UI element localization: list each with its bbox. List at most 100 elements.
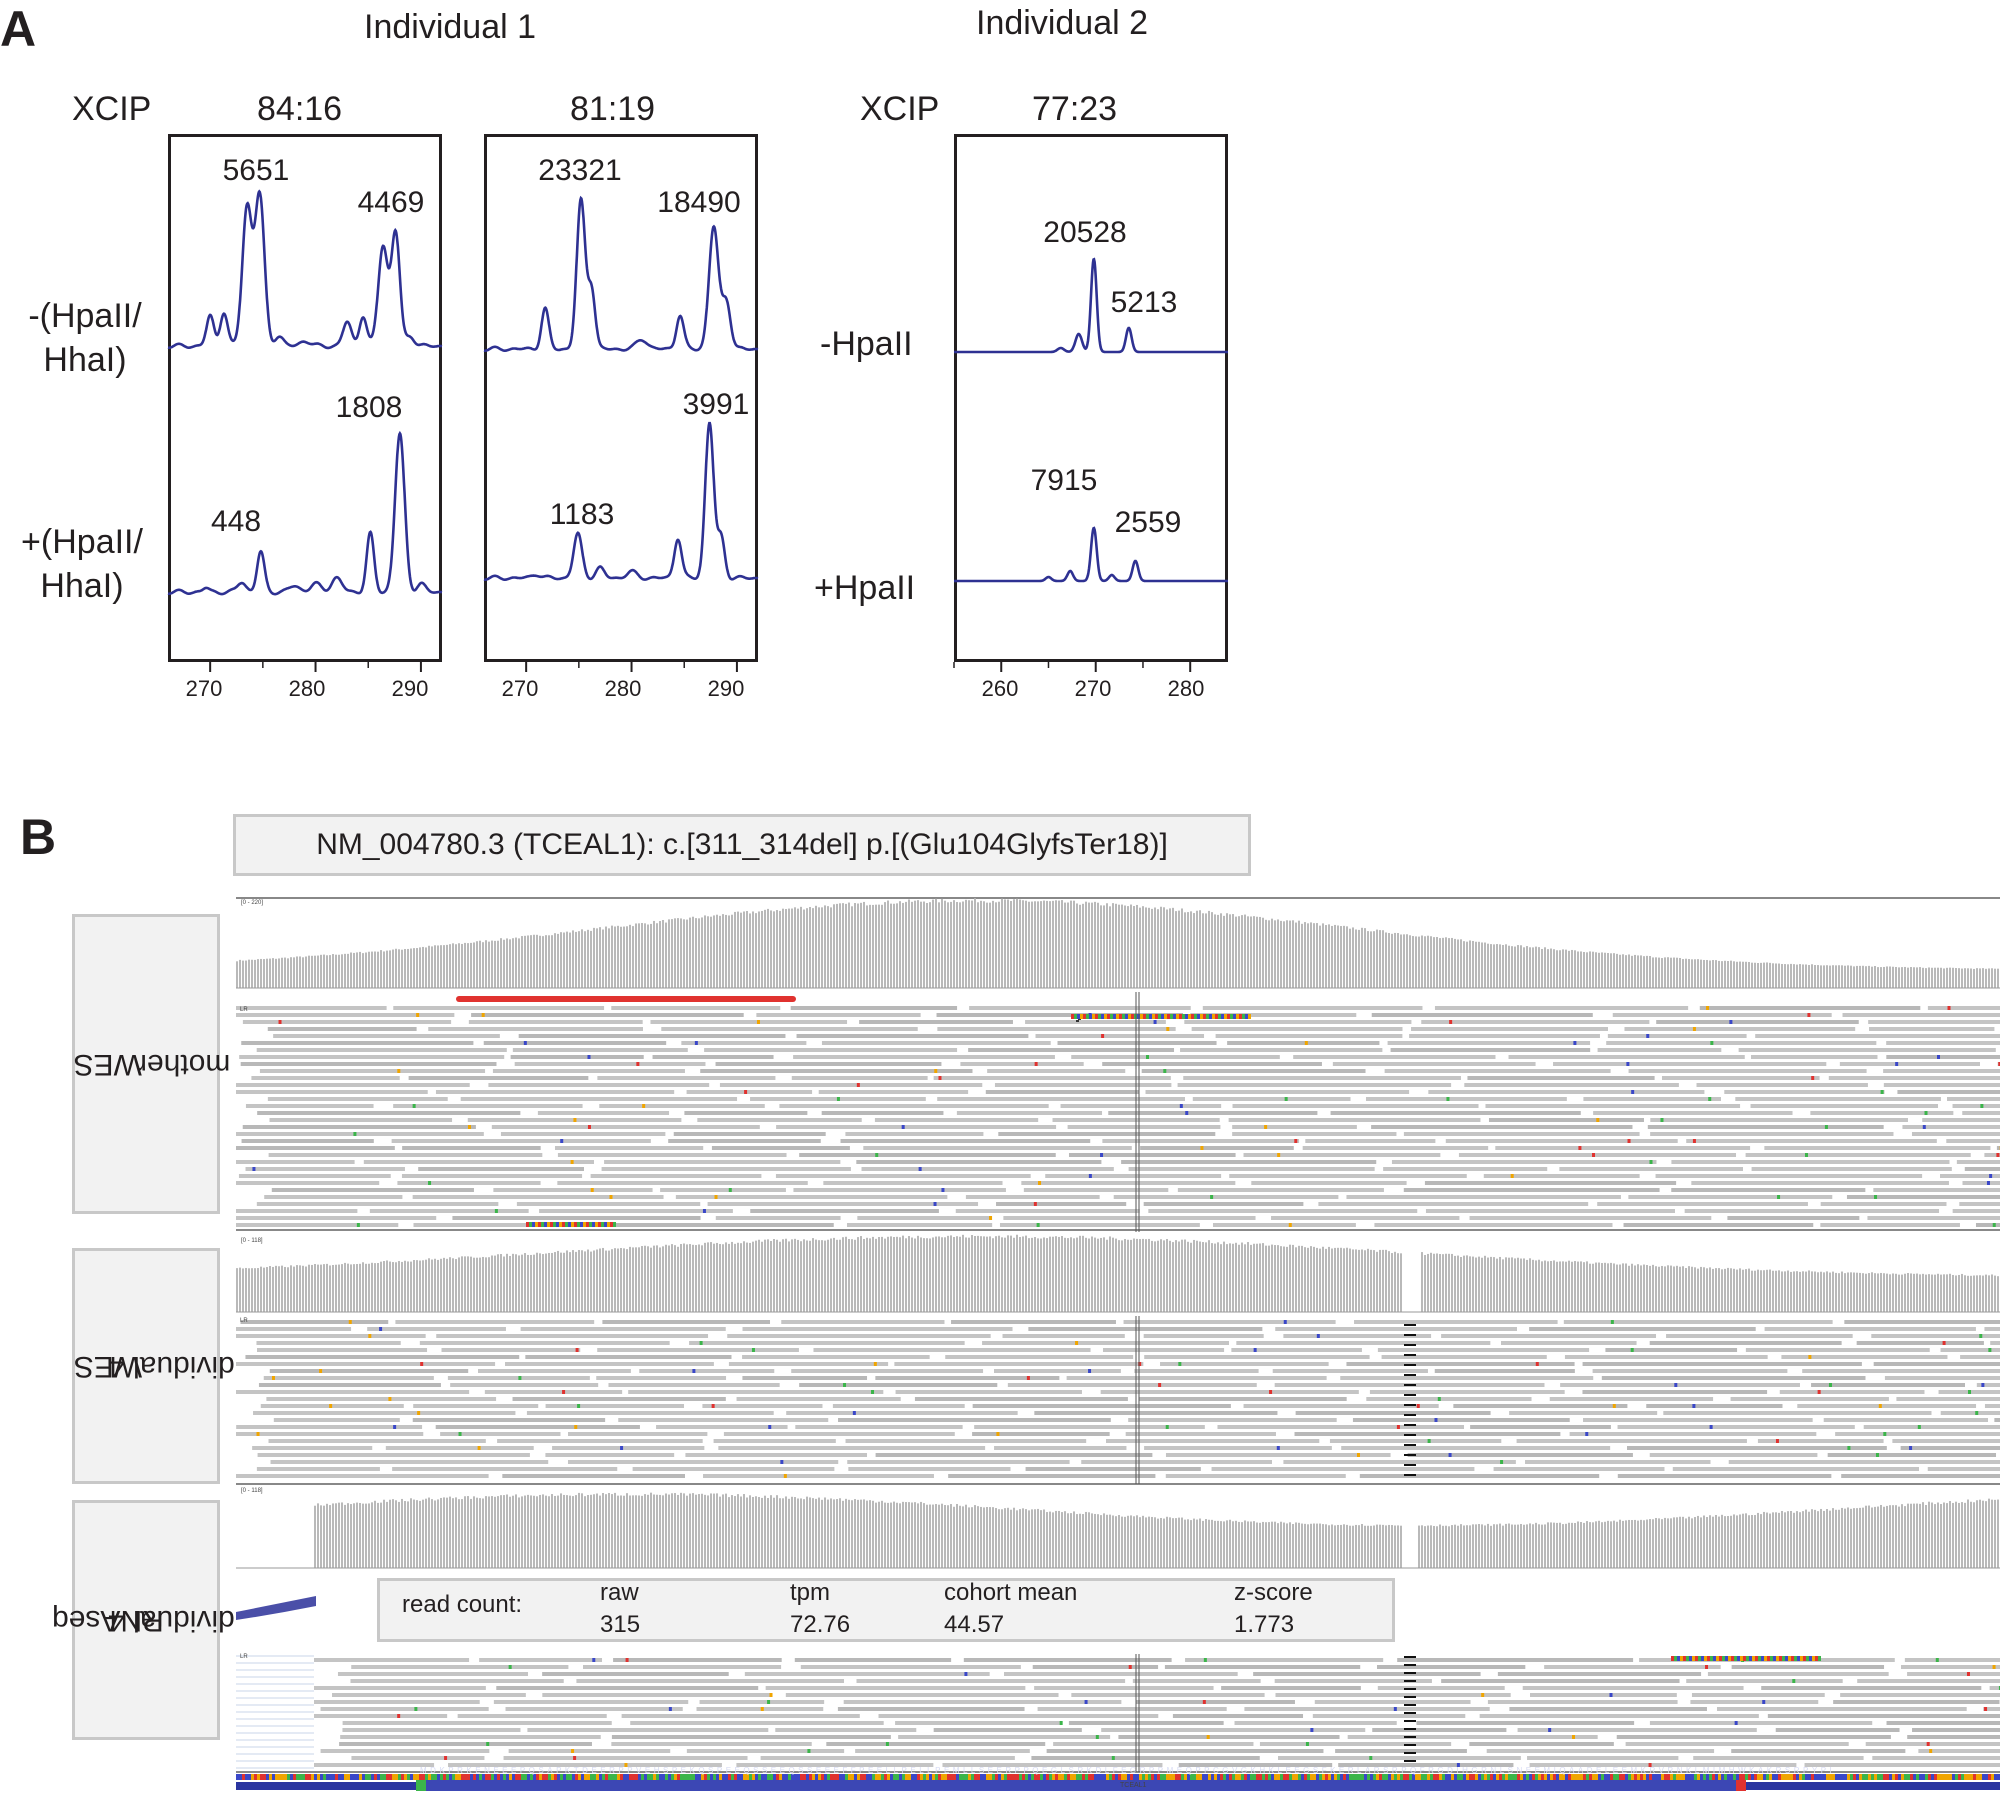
aligned-read: [1002, 1334, 1125, 1338]
reference-base: [533, 1774, 536, 1780]
coverage-bar: [1664, 1517, 1666, 1568]
mismatch-mark: [1416, 1404, 1420, 1408]
mismatch-mark: [1874, 1195, 1878, 1199]
reference-base: [1655, 1774, 1658, 1780]
aligned-read: [539, 1209, 733, 1213]
coverage-bar: [1235, 1242, 1237, 1312]
coverage-bar: [1364, 928, 1366, 988]
coverage-bar: [1694, 1517, 1696, 1568]
coverage-bar: [668, 1494, 670, 1568]
coverage-bar: [1190, 911, 1192, 988]
aligned-read: [1180, 1048, 1383, 1052]
mismatch-mark: [592, 1658, 596, 1662]
coverage-bar: [602, 1247, 604, 1312]
mismatch-mark: [1075, 1341, 1079, 1345]
mismatch-mark: [356, 1223, 360, 1227]
mismatch-mark: [1929, 1749, 1933, 1753]
coverage-bar: [1133, 1516, 1135, 1568]
coverage-bar: [1259, 1243, 1261, 1312]
reference-base: [680, 1774, 683, 1780]
coverage-bar: [1289, 1522, 1291, 1568]
reference-base: [1556, 1774, 1559, 1780]
mismatch-mark: [1140, 1014, 1143, 1019]
aligned-read: [1424, 1181, 1677, 1185]
aligned-read: [845, 1132, 984, 1136]
coverage-bar: [902, 902, 904, 988]
coverage-bar: [1724, 960, 1726, 988]
reference-base: [1970, 1774, 1973, 1780]
aligned-read: [955, 1209, 1140, 1213]
reference-base: [1394, 1774, 1397, 1780]
coverage-bar: [1169, 908, 1171, 988]
mismatch-mark: [702, 1209, 706, 1213]
coverage-bar: [1820, 965, 1822, 988]
aligned-read: [269, 1118, 453, 1122]
coverage-bar: [401, 1261, 403, 1312]
coverage-bar: [1367, 1248, 1369, 1312]
coverage-bar: [683, 919, 685, 988]
coverage-bar: [692, 916, 694, 988]
coverage-bar: [365, 1263, 367, 1312]
reference-base: [1877, 1774, 1880, 1780]
aligned-read: [736, 1763, 934, 1767]
coverage-bar: [761, 1241, 763, 1312]
aligned-read: [257, 1111, 521, 1115]
mismatch-mark: [529, 1222, 532, 1227]
coverage-bar: [581, 1493, 583, 1568]
coverage-bar: [1301, 1245, 1303, 1312]
mismatch-mark: [1803, 1656, 1806, 1661]
reference-base: [503, 1774, 506, 1780]
aligned-read: [1846, 1195, 2000, 1199]
coverage-bar: [650, 1492, 652, 1568]
reference-base: [590, 1774, 593, 1780]
coverage-bar: [1112, 1515, 1114, 1568]
coverage-bar: [1469, 940, 1471, 988]
reference-base: [599, 1774, 602, 1780]
reference-base: [1100, 1774, 1103, 1780]
coverage-bar: [1667, 1265, 1669, 1312]
x-tick-label: 270: [501, 676, 539, 701]
coverage-bar: [1529, 1523, 1531, 1568]
coverage-bar: [1577, 1521, 1579, 1568]
row-label-minus-ind2: -HpaII: [820, 325, 913, 363]
coverage-bar: [695, 1494, 697, 1568]
mismatch-mark: [397, 1069, 401, 1073]
aligned-read: [236, 1474, 489, 1478]
coverage-bar: [524, 1253, 526, 1312]
coverage-bar: [1565, 949, 1567, 988]
coverage-bar: [1103, 1513, 1105, 1568]
coverage-bar: [296, 1265, 298, 1312]
coverage-bar: [1046, 1238, 1048, 1312]
coverage-bar: [1430, 1525, 1432, 1568]
coverage-bar: [308, 1264, 310, 1312]
coverage-bar: [620, 1247, 622, 1312]
coverage-bar: [1736, 1269, 1738, 1312]
aligned-read: [492, 1069, 685, 1073]
coverage-bar: [347, 1263, 349, 1312]
coverage-bar: [1160, 1239, 1162, 1312]
coverage-bar: [716, 1493, 718, 1568]
reference-base: [1907, 1774, 1910, 1780]
aligned-read: [818, 1090, 969, 1094]
coverage-bar: [1907, 1503, 1909, 1568]
reference-base: [428, 1774, 431, 1780]
aligned-read: [1947, 1097, 2000, 1101]
coverage-bar: [422, 1499, 424, 1568]
reference-base: [1376, 1774, 1379, 1780]
coverage-bar: [569, 1495, 571, 1568]
coverage-bar: [1814, 965, 1816, 988]
coverage-bar: [587, 1249, 589, 1312]
trace-line: [167, 189, 443, 350]
coverage-bar: [1745, 1269, 1747, 1312]
coverage-bar: [599, 1495, 601, 1568]
mismatch-mark: [256, 1432, 260, 1436]
mismatch-mark: [1989, 1174, 1993, 1178]
reference-base: [338, 1774, 341, 1780]
coverage-bar: [428, 1258, 430, 1312]
reference-base: [236, 1774, 239, 1780]
coverage-bar: [500, 1254, 502, 1312]
coverage-bar: [272, 958, 274, 988]
coverage-bar: [1877, 967, 1879, 988]
reference-base: [920, 1774, 923, 1780]
coverage-bar: [1661, 958, 1663, 988]
